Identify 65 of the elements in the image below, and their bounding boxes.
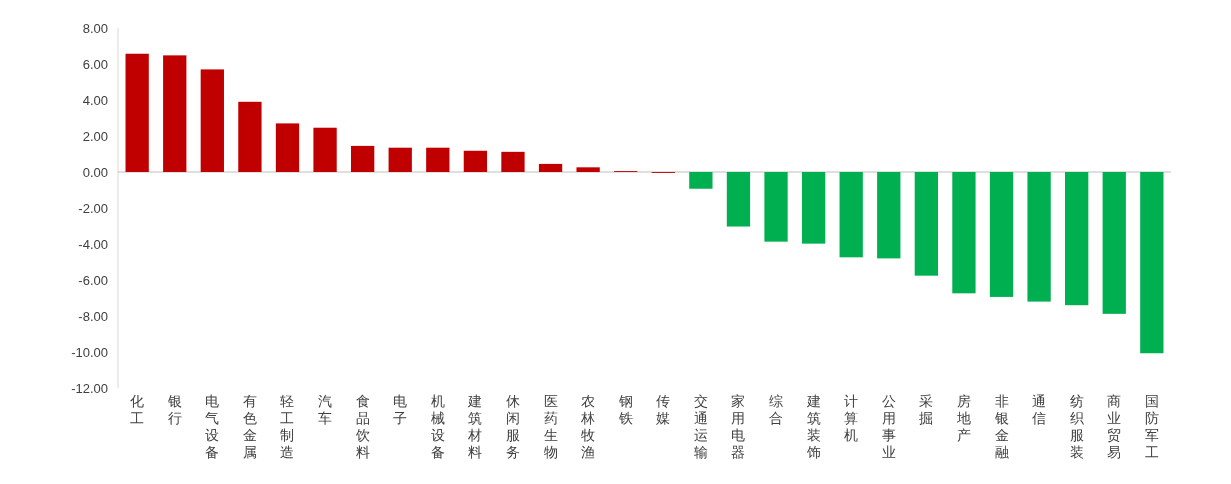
- bar: [952, 172, 976, 294]
- y-tick-label: -4.00: [78, 236, 108, 252]
- bar: [1065, 172, 1089, 306]
- y-tick-label: 4.00: [82, 92, 108, 108]
- bar: [463, 150, 488, 172]
- x-tick-label: 食品饮料: [354, 393, 370, 460]
- y-tick-label: -6.00: [78, 272, 108, 288]
- x-tick-label: 纺织服装: [1069, 393, 1084, 460]
- bar: [839, 172, 863, 258]
- bar: [163, 55, 187, 172]
- x-tick-label: 钢铁: [617, 393, 633, 426]
- y-tick-label: -12.00: [71, 380, 108, 396]
- bar: [764, 172, 788, 242]
- bar: [388, 147, 412, 172]
- bar: [275, 123, 300, 172]
- x-tick-label: 银行: [166, 393, 182, 426]
- bar: [1102, 172, 1126, 314]
- x-tick-label: 电子: [393, 393, 408, 426]
- x-tick-label: 机械设备: [430, 393, 445, 460]
- bar: [914, 172, 938, 276]
- x-tick-label: 交通运输: [693, 393, 708, 460]
- x-tick-label: 国防军工: [1144, 393, 1159, 460]
- x-tick-label: 公用事业: [881, 393, 896, 460]
- bar: [1140, 172, 1164, 354]
- x-tick-label: 农林牧渔: [580, 393, 596, 460]
- y-tick-label: 6.00: [82, 56, 108, 72]
- bar: [501, 151, 525, 172]
- bar: [351, 145, 375, 172]
- x-tick-label: 采掘: [919, 393, 934, 426]
- bar: [576, 167, 600, 172]
- bar: [538, 163, 563, 172]
- x-tick-label: 建筑材料: [467, 393, 483, 460]
- y-tick-label: 2.00: [82, 128, 108, 144]
- y-tick-label: 0.00: [82, 164, 108, 180]
- x-tick-label: 计算机: [844, 393, 859, 443]
- bar: [1027, 172, 1051, 302]
- x-tick-label: 家用电器: [731, 393, 746, 460]
- x-tick-label: 非银金融: [993, 393, 1009, 460]
- bar: [200, 69, 224, 172]
- x-tick-label: 汽车: [318, 393, 333, 426]
- x-tick-label: 轻工制造: [280, 393, 295, 460]
- y-tick-label: -2.00: [78, 200, 108, 216]
- bar: [989, 172, 1014, 297]
- y-tick-label: 8.00: [82, 20, 108, 36]
- bar: [877, 172, 901, 259]
- x-tick-label: 休闲服务: [505, 393, 520, 460]
- bar: [726, 172, 751, 227]
- x-tick-label: 建筑装饰: [805, 393, 821, 460]
- x-tick-label: 电气设备: [205, 393, 220, 460]
- x-tick-label: 医药生物: [543, 393, 558, 460]
- x-tick-label: 商业贸易: [1107, 393, 1122, 460]
- bar: [238, 101, 262, 172]
- y-tick-label: -8.00: [78, 308, 108, 324]
- y-tick-label: -10.00: [71, 344, 108, 360]
- bar: [426, 147, 450, 172]
- x-tick-label: 通信: [1032, 393, 1047, 426]
- bar: [689, 172, 713, 189]
- x-tick-label: 传媒: [656, 393, 671, 426]
- x-tick-label: 房地产: [955, 393, 971, 443]
- bar: [313, 127, 337, 172]
- x-tick-label: 化工: [130, 393, 145, 426]
- bar: [801, 172, 826, 244]
- x-tick-label: 有色金属: [242, 393, 257, 460]
- bar: [125, 53, 149, 172]
- x-tick-label: 综合: [769, 393, 784, 426]
